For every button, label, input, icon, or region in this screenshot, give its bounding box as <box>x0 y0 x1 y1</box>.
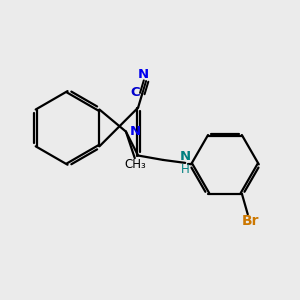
Text: CH₃: CH₃ <box>124 158 146 171</box>
Text: C: C <box>130 86 140 99</box>
Text: N: N <box>180 150 191 163</box>
Text: N: N <box>138 68 149 81</box>
Text: N: N <box>130 125 141 138</box>
Text: H: H <box>181 163 190 176</box>
Text: Br: Br <box>242 214 259 228</box>
